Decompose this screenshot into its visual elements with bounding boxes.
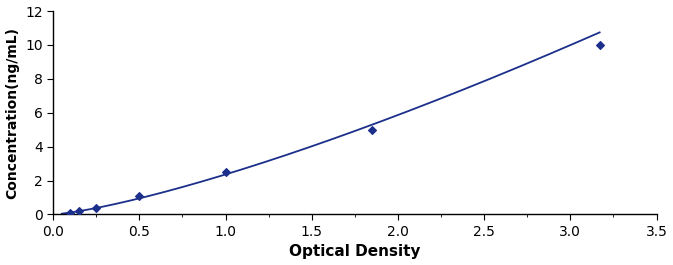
X-axis label: Optical Density: Optical Density [289, 244, 421, 259]
Y-axis label: Concentration(ng/mL): Concentration(ng/mL) [5, 27, 20, 199]
